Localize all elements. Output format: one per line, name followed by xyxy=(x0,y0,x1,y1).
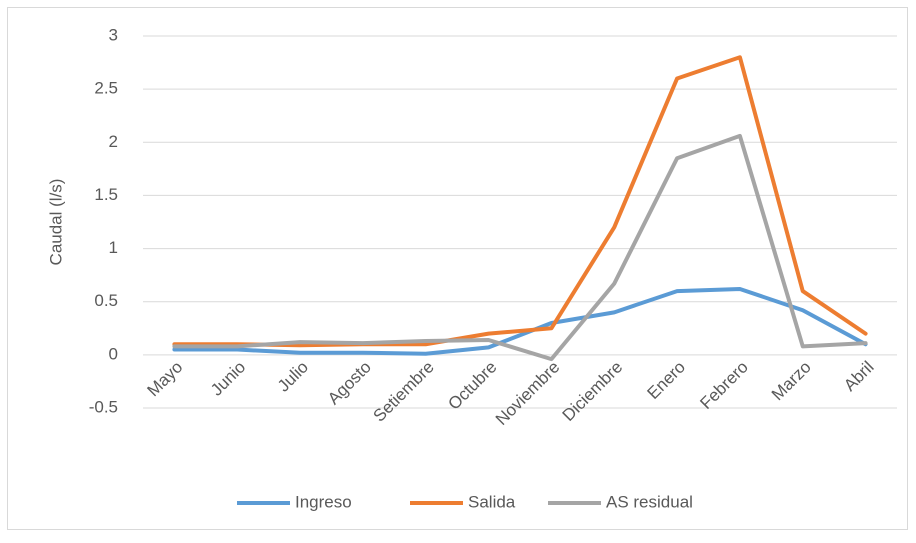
series-line xyxy=(172,286,868,356)
legend-label: Ingreso xyxy=(295,492,352,511)
legend-label: AS residual xyxy=(606,492,693,511)
legend-label: Salida xyxy=(468,492,516,511)
y-tick-label: -0.5 xyxy=(89,397,118,416)
y-axis-label: Caudal (l/s) xyxy=(46,179,65,266)
y-tick-label: 0 xyxy=(109,344,118,363)
y-tick-label: 0.5 xyxy=(94,291,118,310)
y-tick-label: 1 xyxy=(109,238,118,257)
chart-frame xyxy=(7,7,908,530)
y-tick-label: 2 xyxy=(109,132,118,151)
series-line xyxy=(172,55,868,348)
y-tick-label: 1.5 xyxy=(94,185,118,204)
series-line xyxy=(172,133,868,362)
y-tick-label: 3 xyxy=(109,25,118,44)
y-tick-label: 2.5 xyxy=(94,79,118,98)
